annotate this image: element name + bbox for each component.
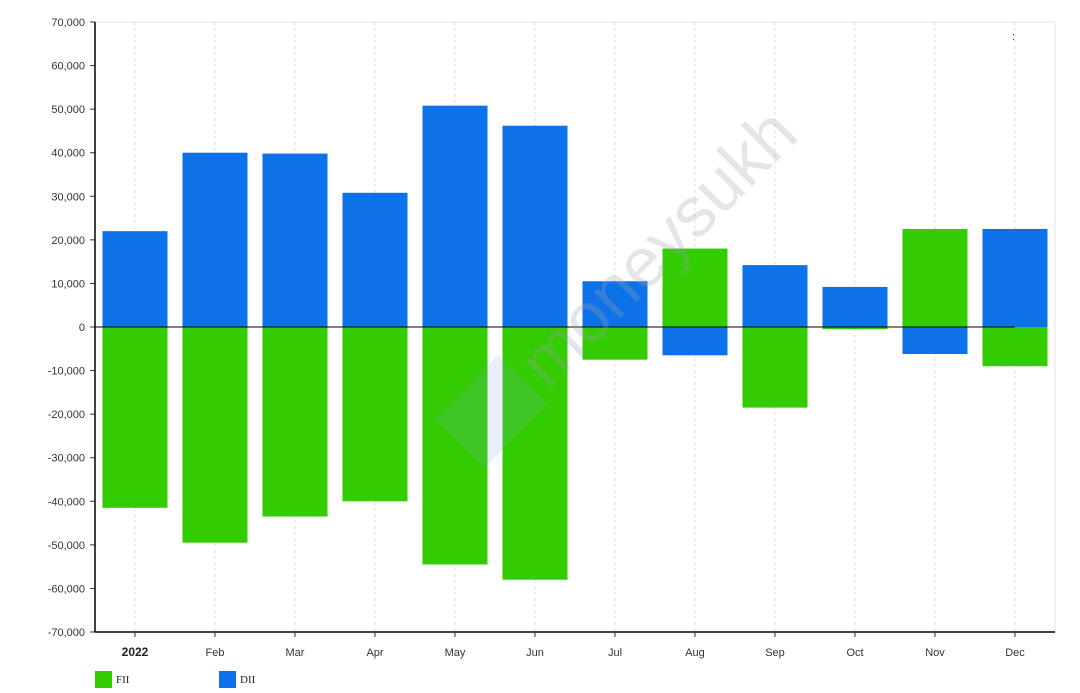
x-tick-label: Feb xyxy=(206,647,225,659)
bar-fii-dec[interactable] xyxy=(982,327,1048,367)
bar-fii-nov[interactable] xyxy=(902,228,968,327)
labels-layer: 70,000 60,000 50,000 40,000 30,000 20,000 10,0… xyxy=(48,17,1026,659)
bar-dii-may[interactable] xyxy=(422,105,488,328)
bar-fii-feb[interactable] xyxy=(182,327,248,543)
grid-layer xyxy=(95,21,1056,632)
bar-dii-jul[interactable] xyxy=(582,281,648,327)
bar-fii-apr[interactable] xyxy=(342,327,408,502)
bar-fii-mar[interactable] xyxy=(262,327,328,517)
y-tick-label: -50,000 xyxy=(48,540,85,552)
x-tick-label: Dec xyxy=(1005,647,1025,659)
legend-item-fii[interactable]: FII xyxy=(95,671,219,688)
x-tick-label: Sep xyxy=(765,647,785,659)
x-tick-label: Nov xyxy=(925,647,945,659)
bar-fii-aug[interactable] xyxy=(662,248,728,327)
bar-fii-jun[interactable] xyxy=(502,327,568,580)
bar-dii-oct[interactable] xyxy=(822,286,888,327)
x-tick-label: Aug xyxy=(685,647,705,659)
y-tick-label: 40,000 xyxy=(51,148,85,160)
y-tick-label: 50,000 xyxy=(51,104,85,116)
bar-fii-2022[interactable] xyxy=(102,327,168,508)
watermark-logo-icon xyxy=(434,355,548,469)
bar-dii-apr[interactable] xyxy=(342,192,408,327)
y-tick-label: -70,000 xyxy=(48,627,85,639)
legend-swatch-fii xyxy=(95,671,112,688)
y-tick-label: 30,000 xyxy=(51,191,85,203)
bar-fii-jul[interactable] xyxy=(582,327,648,360)
y-tick-label: -40,000 xyxy=(48,496,85,508)
x-tick-label: Jul xyxy=(608,647,622,659)
bar-dii-dec[interactable] xyxy=(982,228,1048,327)
y-tick-label: -30,000 xyxy=(48,453,85,465)
bar-dii-feb[interactable] xyxy=(182,152,248,327)
legend-label-dii: DII xyxy=(240,673,256,686)
bars-layer xyxy=(102,105,1048,580)
legend: FII DII xyxy=(95,671,255,688)
bar-fii-sep[interactable] xyxy=(742,327,808,408)
legend-swatch-dii xyxy=(219,671,236,688)
corner-mark: : xyxy=(1012,31,1015,43)
axes-layer xyxy=(90,21,1055,637)
bar-dii-2022[interactable] xyxy=(102,231,168,327)
y-tick-label: -10,000 xyxy=(48,366,85,378)
y-tick-label: 0 xyxy=(79,322,85,334)
legend-item-dii[interactable]: DII xyxy=(219,671,255,688)
bar-dii-mar[interactable] xyxy=(262,153,328,327)
y-tick-label: -20,000 xyxy=(48,409,85,421)
x-tick-label: Jun xyxy=(526,647,544,659)
bar-dii-sep[interactable] xyxy=(742,265,808,327)
legend-label-fii: FII xyxy=(116,673,130,686)
bar-dii-aug[interactable] xyxy=(662,327,728,356)
bar-dii-nov[interactable] xyxy=(902,327,968,355)
x-tick-label: Apr xyxy=(366,647,383,659)
y-tick-label: -60,000 xyxy=(48,583,85,595)
y-tick-label: 60,000 xyxy=(51,61,85,73)
bar-dii-jun[interactable] xyxy=(502,125,568,327)
x-tick-label: 2022 xyxy=(122,645,149,659)
x-tick-label: Oct xyxy=(846,647,863,659)
y-tick-label: 10,000 xyxy=(51,278,85,290)
x-tick-label: Mar xyxy=(286,647,305,659)
y-tick-label: 70,000 xyxy=(51,17,85,29)
bar-fii-oct[interactable] xyxy=(822,327,888,330)
y-tick-label: 20,000 xyxy=(51,235,85,247)
x-tick-label: May xyxy=(445,647,466,659)
bar-fii-may[interactable] xyxy=(422,327,488,565)
